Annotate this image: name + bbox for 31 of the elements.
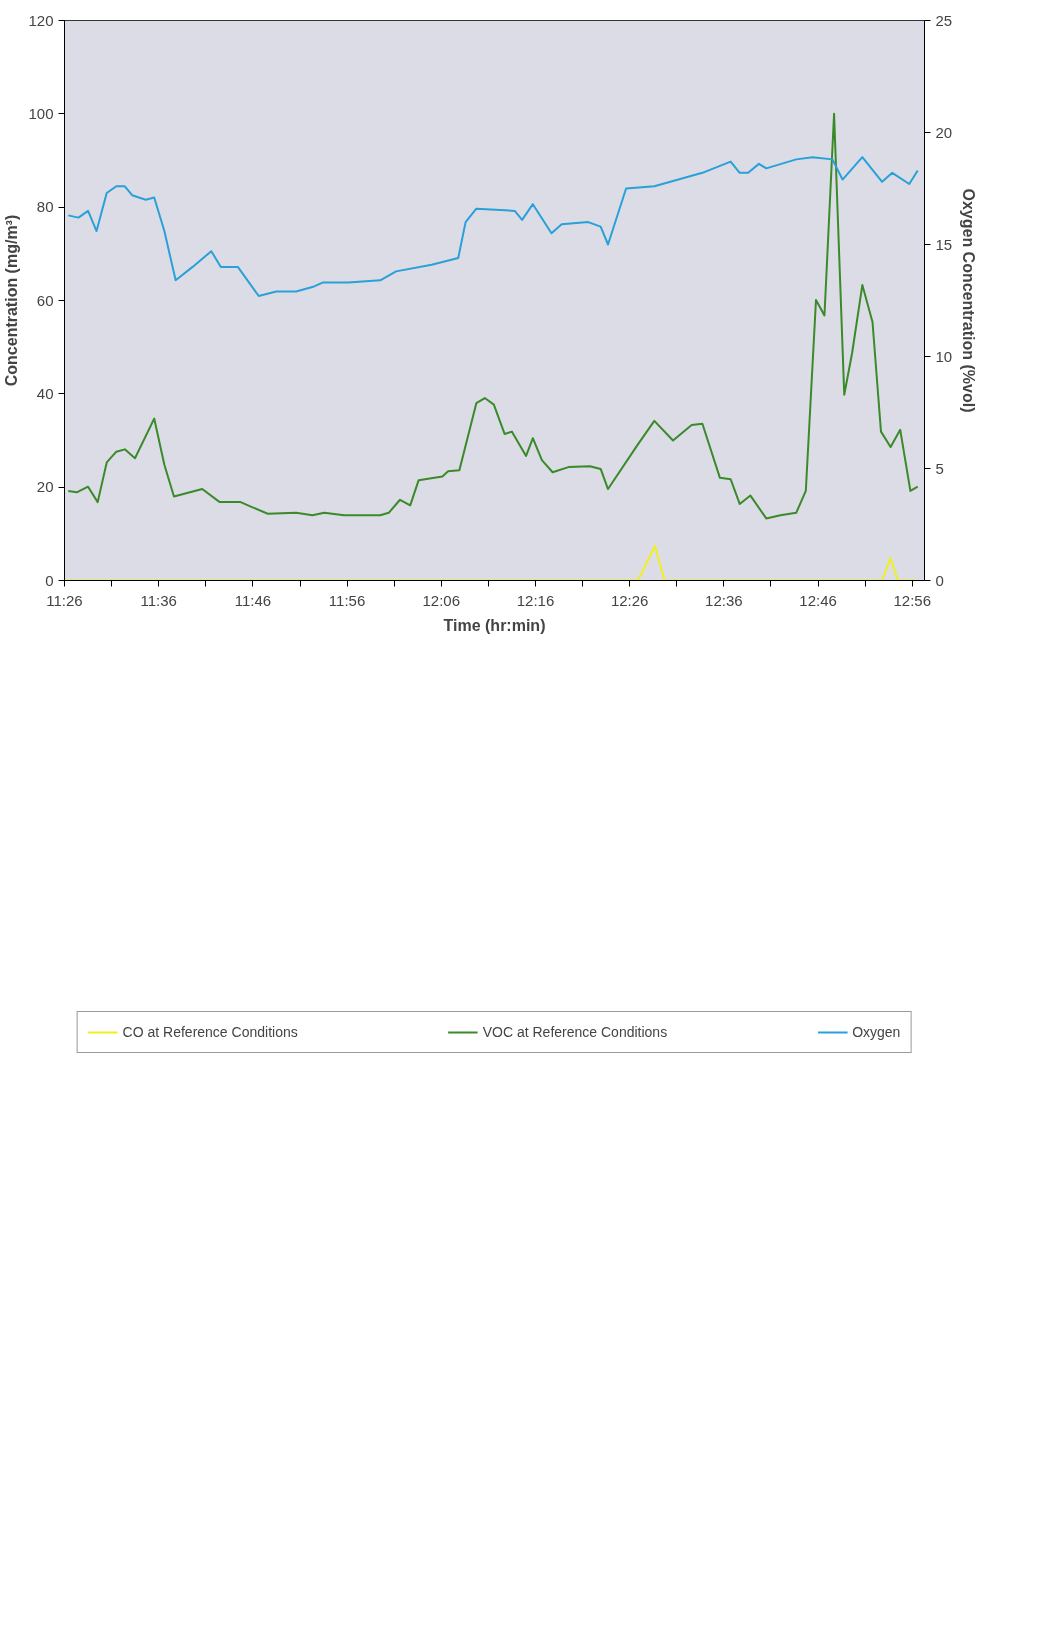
- x-tick-label: 12:36: [705, 591, 743, 609]
- y2-tick-label: 25: [935, 11, 953, 29]
- x-tick-label: 11:26: [46, 591, 83, 609]
- y2-tick-label: 0: [935, 571, 944, 589]
- x-tick-label: 11:46: [234, 591, 272, 609]
- y-tick-label: 40: [36, 384, 54, 402]
- x-tick-label: 12:46: [799, 591, 837, 609]
- x-tick-label: 12:56: [893, 591, 932, 609]
- line-series: [67, 156, 919, 298]
- legend-label: Oxygen: [852, 1024, 901, 1040]
- y2-tick-label: 10: [935, 347, 953, 365]
- y-tick-label: 0: [45, 571, 54, 589]
- y-tick-label: 60: [36, 291, 54, 309]
- y2-tick-label: 5: [935, 459, 944, 477]
- legend-label: VOC at Reference Conditions: [482, 1024, 668, 1040]
- x-tick-label: 11:36: [140, 591, 177, 609]
- x-tick-label: 12:26: [610, 591, 649, 609]
- x-tick-label: 11:56: [328, 591, 366, 609]
- y-tick-label: 120: [28, 11, 54, 29]
- y2-tick-label: 20: [935, 123, 953, 141]
- x-tick-label: 12:16: [516, 591, 555, 609]
- y2-tick-label: 15: [935, 235, 953, 253]
- y-tick-label: 80: [36, 198, 54, 216]
- y-axis-title: Concentration (mg/m³): [3, 214, 21, 387]
- y-tick-label: 100: [28, 104, 54, 122]
- legend-label: CO at Reference Conditions: [122, 1024, 298, 1040]
- line-series: [67, 112, 919, 520]
- x-tick-label: 12:06: [422, 591, 461, 609]
- y-tick-label: 20: [36, 478, 54, 496]
- x-axis-title: Time (hr:min): [443, 616, 546, 634]
- y2-axis-title: Oxygen Concentration (%vol): [960, 188, 978, 413]
